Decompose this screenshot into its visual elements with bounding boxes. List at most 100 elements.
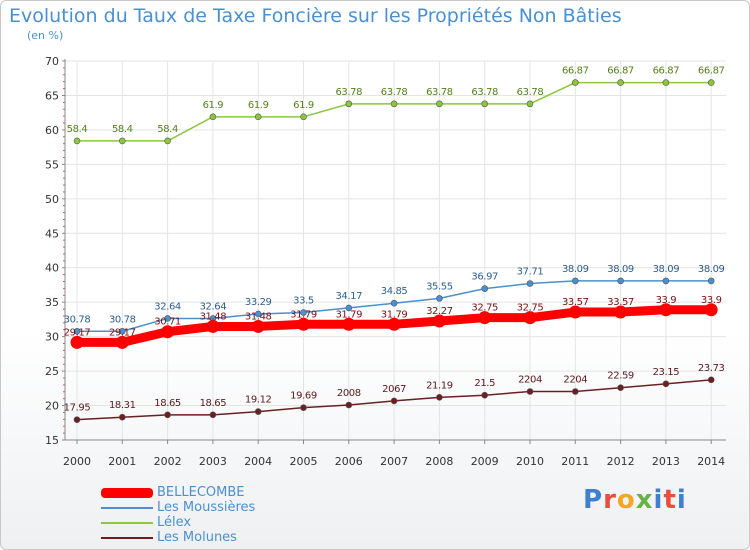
data-label-bellecombe: 31.79 bbox=[335, 309, 362, 320]
x-tick-label: 2006 bbox=[335, 455, 363, 468]
data-label-les-moussi-res: 32.64 bbox=[200, 301, 227, 312]
data-point-l-lex bbox=[571, 79, 579, 86]
data-label-les-moussi-res: 36.97 bbox=[471, 272, 498, 283]
data-label-bellecombe: 32.75 bbox=[471, 303, 498, 314]
data-point-les-molunes bbox=[571, 388, 579, 395]
data-label-bellecombe: 31.79 bbox=[290, 309, 317, 320]
x-tick-label: 2007 bbox=[380, 455, 408, 468]
data-label-l-lex: 66.87 bbox=[607, 66, 634, 77]
legend-swatch bbox=[101, 536, 153, 539]
data-point-les-moussi-res bbox=[617, 277, 624, 285]
logo-letter: o bbox=[616, 485, 636, 515]
data-point-les-moussi-res bbox=[526, 280, 534, 287]
data-label-l-lex: 66.87 bbox=[562, 66, 589, 77]
data-label-les-moussi-res: 33.5 bbox=[293, 296, 314, 307]
data-point-l-lex bbox=[300, 113, 307, 121]
data-point-les-moussi-res bbox=[707, 277, 715, 285]
data-label-l-lex: 58.4 bbox=[67, 124, 88, 135]
data-label-bellecombe: 31.79 bbox=[381, 309, 408, 320]
y-tick-label: 45 bbox=[45, 227, 59, 240]
data-label-les-molunes: 21.19 bbox=[426, 380, 453, 391]
data-label-les-molunes: 21.5 bbox=[474, 378, 495, 389]
data-point-bellecombe bbox=[614, 305, 628, 319]
data-label-les-moussi-res: 34.85 bbox=[381, 286, 408, 297]
data-point-les-moussi-res bbox=[390, 299, 398, 307]
data-point-les-molunes bbox=[390, 397, 398, 405]
data-point-bellecombe bbox=[432, 314, 446, 328]
data-label-les-moussi-res: 37.71 bbox=[517, 267, 544, 278]
data-label-l-lex: 63.78 bbox=[471, 87, 498, 98]
data-point-bellecombe bbox=[115, 335, 129, 349]
data-label-les-molunes: 2204 bbox=[518, 374, 542, 385]
legend-label: Lélex bbox=[157, 515, 192, 530]
chart-title: Evolution du Taux de Taxe Foncière sur l… bbox=[9, 5, 622, 27]
x-tick-label: 2005 bbox=[290, 455, 318, 468]
data-point-les-molunes bbox=[254, 408, 262, 415]
data-label-les-molunes: 2204 bbox=[563, 374, 587, 385]
chart-data-labels: 58.4 58.4 58.4 61.9 61.9 61.9 63.78 63.78 63.78 6… bbox=[64, 66, 725, 414]
data-point-les-molunes bbox=[209, 411, 217, 419]
y-tick-label: 15 bbox=[45, 434, 59, 447]
data-point-l-lex bbox=[345, 100, 353, 108]
data-label-bellecombe: 33.57 bbox=[562, 297, 589, 308]
legend-swatch bbox=[101, 506, 153, 509]
data-point-l-lex bbox=[526, 100, 534, 108]
data-label-les-moussi-res: 35.55 bbox=[426, 281, 453, 292]
chart-series bbox=[70, 79, 718, 423]
y-tick-label: 50 bbox=[45, 193, 59, 206]
y-tick-label: 60 bbox=[45, 124, 59, 137]
data-point-l-lex bbox=[617, 79, 624, 86]
data-label-l-lex: 66.87 bbox=[698, 66, 725, 77]
logo-letter: i bbox=[676, 485, 687, 515]
x-tick-label: 2002 bbox=[154, 455, 182, 468]
data-label-les-moussi-res: 33.29 bbox=[245, 297, 272, 308]
data-label-les-molunes: 18.65 bbox=[200, 398, 227, 409]
x-tick-label: 2013 bbox=[652, 455, 680, 468]
chart-axes: 15 20 25 30 35 40 45 50 55 60 65 70 2000 2001 2002 2003… bbox=[45, 55, 726, 468]
data-point-les-molunes bbox=[300, 404, 307, 411]
data-label-l-lex: 63.78 bbox=[335, 87, 362, 98]
logo-letter: x bbox=[635, 485, 654, 515]
data-point-l-lex bbox=[707, 79, 715, 86]
data-point-l-lex bbox=[390, 100, 398, 108]
data-point-les-moussi-res bbox=[73, 327, 81, 335]
y-tick-label: 25 bbox=[45, 365, 59, 378]
legend-label: Les Molunes bbox=[157, 530, 237, 545]
data-point-les-moussi-res bbox=[164, 315, 171, 322]
data-point-les-molunes bbox=[662, 380, 670, 388]
y-tick-label: 35 bbox=[45, 296, 59, 309]
data-point-l-lex bbox=[254, 113, 262, 121]
data-point-l-lex bbox=[436, 100, 443, 108]
x-tick-label: 2004 bbox=[244, 455, 272, 468]
data-point-les-moussi-res bbox=[481, 285, 489, 292]
data-point-les-molunes bbox=[526, 388, 534, 395]
x-tick-label: 2001 bbox=[108, 455, 136, 468]
legend-swatch bbox=[101, 521, 153, 524]
x-tick-label: 2011 bbox=[561, 455, 589, 468]
y-tick-label: 70 bbox=[45, 55, 59, 68]
data-point-l-lex bbox=[119, 137, 126, 145]
data-label-l-lex: 63.78 bbox=[426, 87, 453, 98]
data-label-l-lex: 66.87 bbox=[653, 66, 680, 77]
legend-label: BELLECOMBE bbox=[157, 485, 245, 500]
data-point-les-molunes bbox=[436, 394, 443, 401]
data-point-l-lex bbox=[164, 137, 171, 145]
data-label-l-lex: 63.78 bbox=[381, 87, 408, 98]
data-point-les-molunes bbox=[164, 411, 171, 419]
chart-grid bbox=[65, 60, 726, 441]
data-label-bellecombe: 32.27 bbox=[426, 306, 453, 317]
data-point-bellecombe bbox=[342, 317, 356, 331]
x-tick-label: 2012 bbox=[607, 455, 635, 468]
legend-label: Les Moussières bbox=[157, 500, 256, 515]
data-label-bellecombe: 31.48 bbox=[200, 311, 227, 322]
data-label-les-moussi-res: 38.09 bbox=[698, 264, 725, 275]
data-label-les-moussi-res: 30.78 bbox=[64, 314, 91, 325]
data-label-l-lex: 58.4 bbox=[157, 124, 178, 135]
data-label-les-molunes: 2067 bbox=[382, 384, 406, 395]
data-point-bellecombe bbox=[206, 319, 220, 333]
logo-letter: t bbox=[663, 485, 677, 515]
legend-swatch bbox=[101, 487, 153, 498]
y-tick-label: 30 bbox=[45, 331, 59, 344]
